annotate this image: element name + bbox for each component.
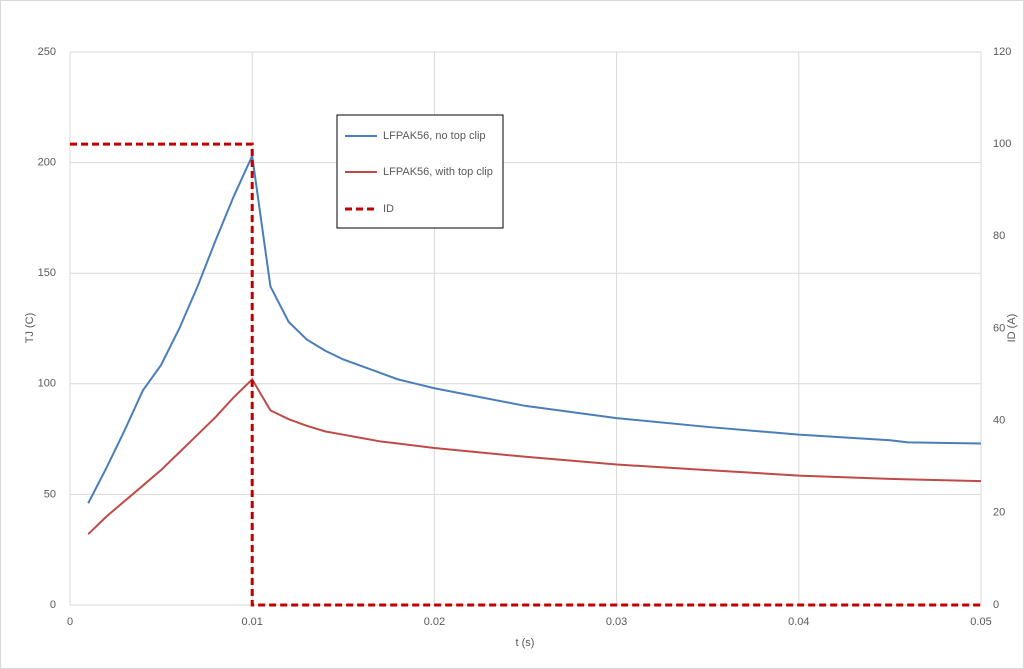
y2-tick-label: 0 — [993, 599, 999, 611]
y-tick-label: 200 — [38, 157, 56, 169]
y-tick-label: 100 — [38, 378, 56, 390]
legend-label: LFPAK56, no top clip — [383, 130, 486, 142]
legend: LFPAK56, no top clip LFPAK56, with top c… — [336, 114, 504, 229]
legend-label: ID — [383, 203, 394, 215]
x-tick-label: 0.03 — [606, 616, 627, 628]
y-tick-label: 0 — [50, 599, 56, 611]
y-axis-label: TJ (C) — [24, 313, 36, 344]
x-tick-label: 0.01 — [241, 616, 262, 628]
y-tick-label: 50 — [44, 488, 56, 500]
legend-label: LFPAK56, with top clip — [383, 166, 493, 178]
y2-tick-label: 100 — [993, 138, 1011, 150]
x-tick-label: 0.05 — [970, 616, 991, 628]
x-tick-label: 0.02 — [424, 616, 445, 628]
y2-tick-label: 60 — [993, 322, 1005, 334]
series-line — [87, 152, 982, 504]
series-line — [87, 377, 982, 535]
y-tick-label: 250 — [38, 46, 56, 58]
x-tick-label: 0 — [67, 616, 73, 628]
y2-tick-label: 20 — [993, 507, 1005, 519]
y2-tick-label: 80 — [993, 230, 1005, 242]
y-tick-label: 150 — [38, 267, 56, 279]
y2-axis-label: ID (A) — [1006, 314, 1018, 343]
x-tick-label: 0.04 — [788, 616, 809, 628]
y2-tick-label: 120 — [993, 46, 1011, 58]
x-axis-label: t (s) — [516, 637, 535, 649]
series-line — [70, 142, 981, 607]
y2-tick-label: 40 — [993, 415, 1005, 427]
